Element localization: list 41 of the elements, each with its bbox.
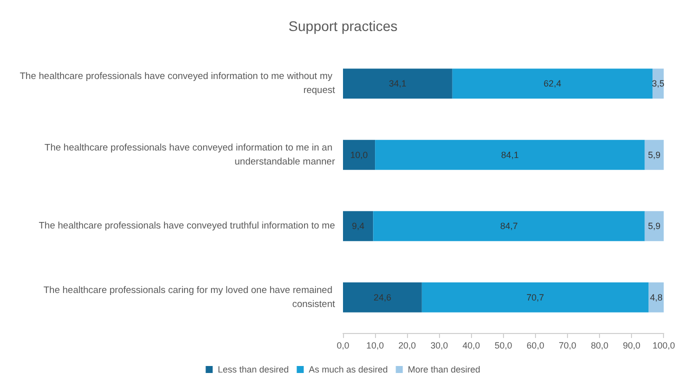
x-tick-label: 100,0 xyxy=(652,340,676,350)
x-tick-label: 30,0 xyxy=(430,340,448,350)
bar xyxy=(343,140,376,170)
x-tick-label: 70,0 xyxy=(558,340,576,350)
bar xyxy=(343,211,374,242)
x-tick-label: 80,0 xyxy=(590,340,608,350)
x-tick-label: 90,0 xyxy=(622,340,640,350)
legend-label: Less than desired xyxy=(218,364,289,374)
bar xyxy=(343,68,452,99)
x-tick-label: 10,0 xyxy=(366,340,384,350)
bar xyxy=(422,282,649,312)
data-label: 84,1 xyxy=(501,150,519,160)
bar xyxy=(644,140,664,170)
bar xyxy=(375,140,645,170)
x-tick-label: 60,0 xyxy=(526,340,544,350)
data-label: 4,8 xyxy=(650,292,662,302)
data-label: 84,7 xyxy=(500,221,518,232)
data-label: 10,0 xyxy=(350,150,368,160)
bar xyxy=(644,211,664,242)
x-tick-label: 50,0 xyxy=(494,340,512,350)
y-tick-label: The healthcare professionals have conveyed truthful information to me xyxy=(38,220,335,232)
data-label: 9,4 xyxy=(352,221,364,232)
x-tick-label: 0,0 xyxy=(336,340,350,350)
legend-label: More than desired xyxy=(408,364,480,374)
bar xyxy=(648,282,664,312)
data-label: 62,4 xyxy=(544,78,562,89)
data-label: 24,6 xyxy=(374,292,392,302)
x-tick-label: 20,0 xyxy=(398,340,416,350)
bar xyxy=(343,282,422,312)
y-tick-label: The healthcare professionals have conveyed information to me without my request xyxy=(20,71,336,96)
x-tick-label: 40,0 xyxy=(462,340,480,350)
bar xyxy=(452,68,653,99)
bar xyxy=(373,211,645,242)
data-label: 70,7 xyxy=(526,292,544,302)
y-tick-label: The healthcare professionals caring for my loved one have remained consistent xyxy=(44,284,336,310)
legend-label: As much as desired xyxy=(308,364,388,374)
y-tick-label: The healthcare professionals have conveyed information to me in an understandable manner xyxy=(44,142,335,168)
data-label: 34,1 xyxy=(388,78,406,89)
data-label: 5,9 xyxy=(648,221,661,232)
chart-title: Support practices xyxy=(288,18,398,34)
data-label: 5,9 xyxy=(648,150,661,160)
